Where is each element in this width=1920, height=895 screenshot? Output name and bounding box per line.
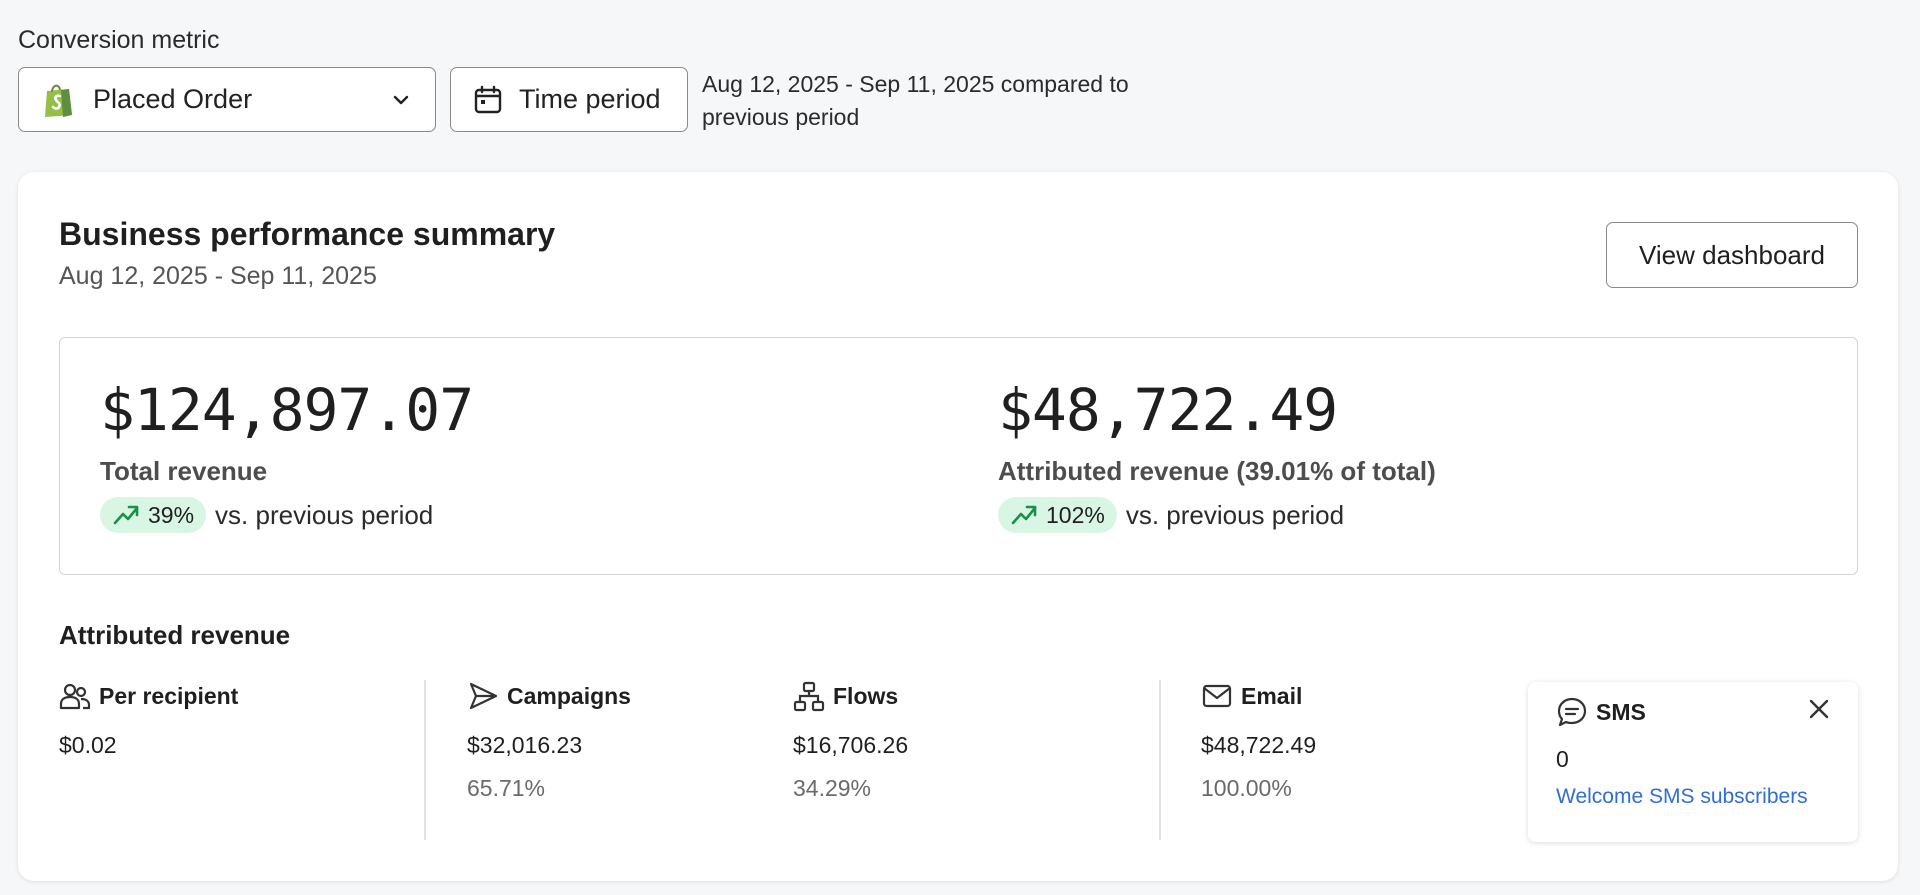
campaigns-column: Campaigns $32,016.23 65.71% [467, 680, 631, 802]
flows-share: 34.29% [793, 775, 872, 801]
total-revenue-label: Total revenue [100, 456, 268, 486]
conversion-metric-select[interactable]: Placed Order [18, 67, 436, 132]
total-revenue-kpi: $124,897.07 Total revenue 39% vs. previo… [100, 376, 474, 533]
email-label: Email [1241, 682, 1303, 709]
send-icon [467, 680, 499, 712]
conversion-metric-label: Conversion metric [18, 26, 220, 54]
card-date-range: Aug 12, 2025 - Sep 11, 2025 [59, 262, 377, 290]
flow-icon [793, 680, 825, 712]
chevron-down-icon [389, 88, 413, 112]
email-share: 100.00% [1201, 775, 1292, 801]
email-value: $48,722.49 [1201, 732, 1317, 758]
card-title: Business performance summary [59, 216, 556, 252]
users-icon [59, 680, 91, 712]
welcome-sms-subscribers-link[interactable]: Welcome SMS subscribers [1556, 785, 1808, 808]
business-performance-card: Business performance summary Aug 12, 202… [18, 172, 1898, 881]
mail-icon [1201, 680, 1233, 712]
campaigns-label: Campaigns [507, 682, 631, 709]
trending-up-icon [1010, 501, 1038, 529]
per-recipient-value: $0.02 [59, 732, 117, 758]
trending-up-icon [112, 501, 140, 529]
flows-value: $16,706.26 [793, 732, 909, 758]
attributed-revenue-change: 102% [1046, 501, 1105, 528]
total-revenue-change: 39% [148, 501, 195, 528]
flows-column: Flows $16,706.26 34.29% [793, 680, 908, 802]
attributed-revenue-label: Attributed revenue (39.01% of total) [998, 456, 1436, 486]
campaigns-value: $32,016.23 [467, 732, 583, 758]
total-revenue-change-text: vs. previous period [215, 499, 434, 530]
metric-select-value: Placed Order [93, 84, 253, 114]
total-revenue-value: $124,897.07 [100, 376, 474, 444]
column-divider [424, 680, 426, 840]
shopify-bag-icon [41, 82, 75, 118]
per-recipient-label: Per recipient [99, 682, 239, 709]
chat-icon [1556, 696, 1588, 728]
per-recipient-column: Per recipient $0.02 [59, 680, 238, 759]
total-revenue-change-badge: 39% [100, 497, 207, 533]
compare-period-text: Aug 12, 2025 - Sep 11, 2025 compared to … [702, 71, 1129, 130]
sms-value: 0 [1556, 746, 1569, 772]
calendar-icon [473, 85, 503, 115]
sms-label: SMS [1596, 698, 1646, 725]
time-period-button[interactable]: Time period [450, 67, 688, 132]
kpi-box: $124,897.07 Total revenue 39% vs. previo… [59, 337, 1858, 575]
view-dashboard-button[interactable]: View dashboard [1606, 222, 1858, 288]
campaigns-share: 65.71% [467, 775, 546, 801]
attributed-revenue-change-text: vs. previous period [1125, 499, 1345, 530]
email-column: Email $48,722.49 100.00% [1201, 680, 1316, 802]
close-icon[interactable] [1806, 696, 1832, 722]
column-divider [1159, 680, 1161, 840]
sms-card: SMS 0 Welcome SMS subscribers [1528, 682, 1858, 842]
attributed-revenue-change-badge: 102% [998, 497, 1117, 533]
attributed-revenue-value: $48,722.49 [998, 376, 1338, 444]
time-period-label: Time period [519, 84, 661, 114]
flows-label: Flows [833, 682, 899, 709]
attributed-revenue-title: Attributed revenue [59, 620, 291, 650]
attributed-revenue-kpi: $48,722.49 Attributed revenue (39.01% of… [998, 376, 1436, 533]
